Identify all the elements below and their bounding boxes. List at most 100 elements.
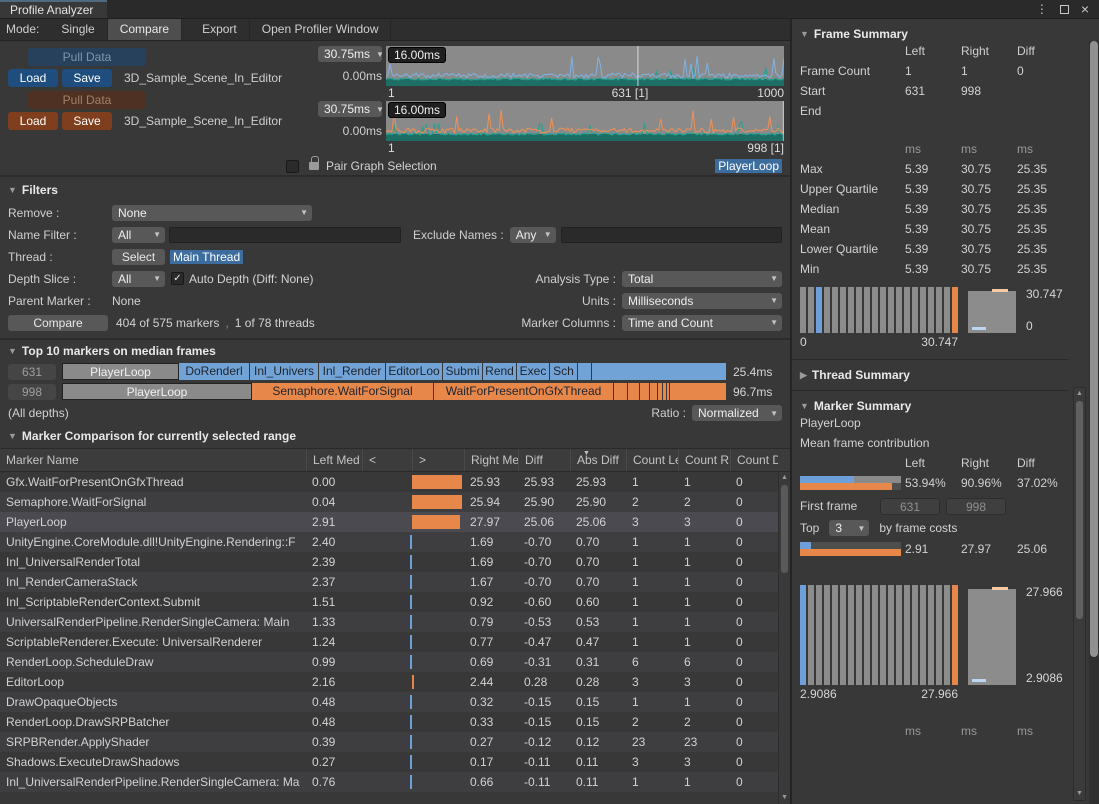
units-dropdown[interactable]: Milliseconds ▼ (622, 292, 782, 309)
name-filter-input[interactable] (169, 226, 401, 243)
table-row[interactable]: UnityEngine.CoreModule.dll!UnityEngine.R… (0, 532, 790, 552)
scrollbar-thumb[interactable] (781, 485, 788, 573)
table-row[interactable]: Inl_UniversalRenderTotal 2.39 1.69 -0.70 0.7… (0, 552, 790, 572)
table-row[interactable]: Shadows.ExecuteDrawShadows 0.27 0.17 -0.11 0… (0, 752, 790, 772)
remove-dropdown[interactable]: None ▼ (112, 204, 312, 221)
frame-number-box[interactable]: 998 (8, 383, 56, 400)
table-row[interactable]: UniversalRenderPipeline.RenderSingleCame… (0, 612, 790, 632)
scrollbar-thumb[interactable] (1076, 401, 1083, 619)
scroll-up-icon[interactable]: ▲ (1076, 390, 1083, 397)
column-header-lt[interactable]: < (362, 449, 412, 471)
save-left-button[interactable]: Save (62, 69, 112, 87)
collapse-triangle-icon[interactable]: ▼ (800, 29, 809, 39)
scroll-down-icon[interactable]: ▼ (1076, 790, 1083, 797)
table-row[interactable]: Semaphore.WaitForSignal 0.04 25.94 25.90 25.… (0, 492, 790, 512)
column-header-name[interactable]: Marker Name (6, 453, 79, 467)
table-row[interactable]: Gfx.WaitForPresentOnGfxThread 0.00 25.93 25… (0, 472, 790, 492)
marker-segment[interactable]: Exec (517, 363, 550, 380)
column-header-cd[interactable]: Count D (730, 449, 778, 471)
first-frame-right-button[interactable]: 998 (946, 497, 1006, 515)
load-right-button[interactable]: Load (8, 112, 58, 130)
table-row[interactable]: Inl_UniversalRenderPipeline.RenderSingle… (0, 772, 790, 792)
table-row[interactable]: RenderLoop.ScheduleDraw 0.99 0.69 -0.31 0.31… (0, 652, 790, 672)
marker-summary-scrollbar[interactable]: ▲ ▼ (1073, 387, 1086, 801)
table-row[interactable]: SRPBRender.ApplyShader 0.39 0.27 -0.12 0.12 2… (0, 732, 790, 752)
marker-segment[interactable]: Sch (550, 363, 578, 380)
column-header-gt[interactable]: > (412, 449, 464, 471)
marker-segment[interactable] (670, 383, 727, 400)
maximize-icon[interactable] (1059, 4, 1069, 14)
panel-scrollbar[interactable] (1089, 41, 1099, 804)
depth-slice-dropdown[interactable]: All ▼ (112, 270, 165, 287)
expand-triangle-icon[interactable]: ▶ (800, 369, 807, 380)
frame-graph-left[interactable]: 16.00ms (386, 46, 784, 86)
column-header-diff[interactable]: Diff (518, 449, 570, 471)
marker-segment[interactable]: Submi (443, 363, 483, 380)
auto-depth-checkbox[interactable]: ✓ (171, 272, 184, 285)
tab-profile-analyzer[interactable]: Profile Analyzer (0, 0, 108, 18)
collapse-triangle-icon[interactable]: ▼ (800, 401, 809, 411)
top-n-dropdown[interactable]: 3 ▼ (829, 520, 870, 536)
graph-selection-marker[interactable]: PlayerLoop (715, 159, 782, 173)
marker-segment[interactable] (650, 383, 658, 400)
collapse-triangle-icon[interactable]: ▼ (8, 185, 17, 195)
thread-select-button[interactable]: Select (112, 248, 165, 265)
pull-data-right-button[interactable]: Pull Data (28, 91, 146, 109)
table-row[interactable]: PlayerLoop 2.91 27.97 25.06 25.06 3 3 0 (0, 512, 790, 532)
column-header-abs[interactable]: Abs Diff (570, 449, 626, 471)
column-header-right[interactable]: Right Med (464, 449, 518, 471)
first-frame-left-button[interactable]: 631 (880, 497, 940, 515)
column-header-left[interactable]: Left Med (306, 449, 362, 471)
export-button[interactable]: Export (190, 19, 250, 40)
marker-segment[interactable]: Semaphore.WaitForSignal (252, 383, 434, 400)
close-icon[interactable]: × (1080, 1, 1089, 17)
marker-segment[interactable]: PlayerLoop (62, 383, 252, 400)
frame-number-box[interactable]: 631 (8, 363, 56, 380)
marker-segment[interactable] (628, 383, 640, 400)
scroll-up-icon[interactable]: ▲ (781, 474, 788, 481)
graph-left-scale-dropdown[interactable]: 30.75ms ▼ (318, 46, 384, 62)
marker-segment[interactable]: WaitForPresentOnGfxThread (434, 383, 614, 400)
marker-segment[interactable] (658, 383, 663, 400)
exclude-names-mode-dropdown[interactable]: Any ▼ (509, 226, 556, 243)
save-right-button[interactable]: Save (62, 112, 112, 130)
marker-segment[interactable] (663, 383, 667, 400)
marker-segment[interactable]: Inl_Render (319, 363, 386, 380)
marker-columns-dropdown[interactable]: Time and Count ▼ (622, 314, 782, 331)
table-scrollbar[interactable]: ▲ ▼ (778, 472, 790, 804)
table-row[interactable]: Inl_ScriptableRenderContext.Submit 1.51 0.… (0, 592, 790, 612)
ratio-dropdown[interactable]: Normalized ▼ (692, 405, 782, 421)
compare-button[interactable]: Compare (8, 314, 108, 331)
marker-segment[interactable]: Inl_Univers (250, 363, 319, 380)
marker-segment[interactable] (592, 363, 727, 380)
kebab-menu-icon[interactable]: ⋮ (1035, 2, 1048, 16)
scroll-down-icon[interactable]: ▼ (781, 794, 788, 801)
collapse-triangle-icon[interactable]: ▼ (8, 431, 17, 441)
table-row[interactable]: Inl_RenderCameraStack 2.37 1.67 -0.70 0.70 1 1… (0, 572, 790, 592)
table-row[interactable]: DrawOpaqueObjects 0.48 0.32 -0.15 0.15 1 1 0 (0, 692, 790, 712)
name-filter-mode-dropdown[interactable]: All ▼ (112, 226, 165, 243)
pair-graph-selection-checkbox[interactable] (286, 159, 299, 173)
table-row[interactable]: RenderLoop.DrawSRPBatcher 0.48 0.33 -0.15 0.… (0, 712, 790, 732)
marker-segment[interactable]: EditorLoo (386, 363, 443, 380)
pull-data-left-button[interactable]: Pull Data (28, 48, 146, 66)
marker-segment[interactable]: PlayerLoop (62, 363, 179, 380)
marker-segment[interactable]: DoRenderl (179, 363, 250, 380)
analysis-type-dropdown[interactable]: Total ▼ (622, 270, 782, 287)
exclude-names-input[interactable] (560, 226, 782, 243)
scrollbar-thumb[interactable] (1090, 41, 1098, 657)
frame-graph-right[interactable]: 16.00ms (386, 101, 784, 141)
marker-segment[interactable] (614, 383, 628, 400)
open-profiler-window-button[interactable]: Open Profiler Window (250, 19, 392, 40)
marker-segment[interactable] (667, 383, 670, 400)
graph-right-scale-dropdown[interactable]: 30.75ms ▼ (318, 101, 384, 117)
mode-compare-button[interactable]: Compare (107, 19, 183, 40)
marker-segment[interactable] (578, 363, 592, 380)
collapse-triangle-icon[interactable]: ▼ (8, 346, 17, 356)
column-header-cl[interactable]: Count Le (626, 449, 678, 471)
mode-single-button[interactable]: Single (49, 19, 108, 40)
table-row[interactable]: EditorLoop 2.16 2.44 0.28 0.28 3 3 0 (0, 672, 790, 692)
marker-segment[interactable] (640, 383, 650, 400)
table-row[interactable]: ScriptableRenderer.Execute: UniversalRen… (0, 632, 790, 652)
load-left-button[interactable]: Load (8, 69, 58, 87)
